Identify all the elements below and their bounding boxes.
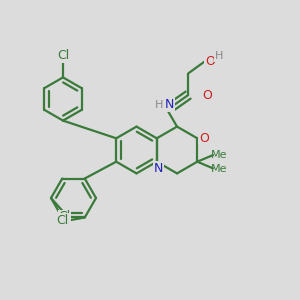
Text: H: H [155, 100, 163, 110]
Text: Cl: Cl [57, 214, 69, 227]
Text: H: H [215, 51, 223, 61]
Text: O: O [205, 55, 215, 68]
Text: Cl: Cl [57, 49, 69, 62]
Text: Cl: Cl [58, 210, 70, 224]
Text: N: N [154, 162, 163, 175]
Text: Me: Me [211, 149, 227, 160]
Text: N: N [164, 98, 174, 111]
Text: O: O [202, 88, 212, 102]
Text: O: O [199, 132, 209, 145]
Text: Me: Me [211, 164, 227, 174]
